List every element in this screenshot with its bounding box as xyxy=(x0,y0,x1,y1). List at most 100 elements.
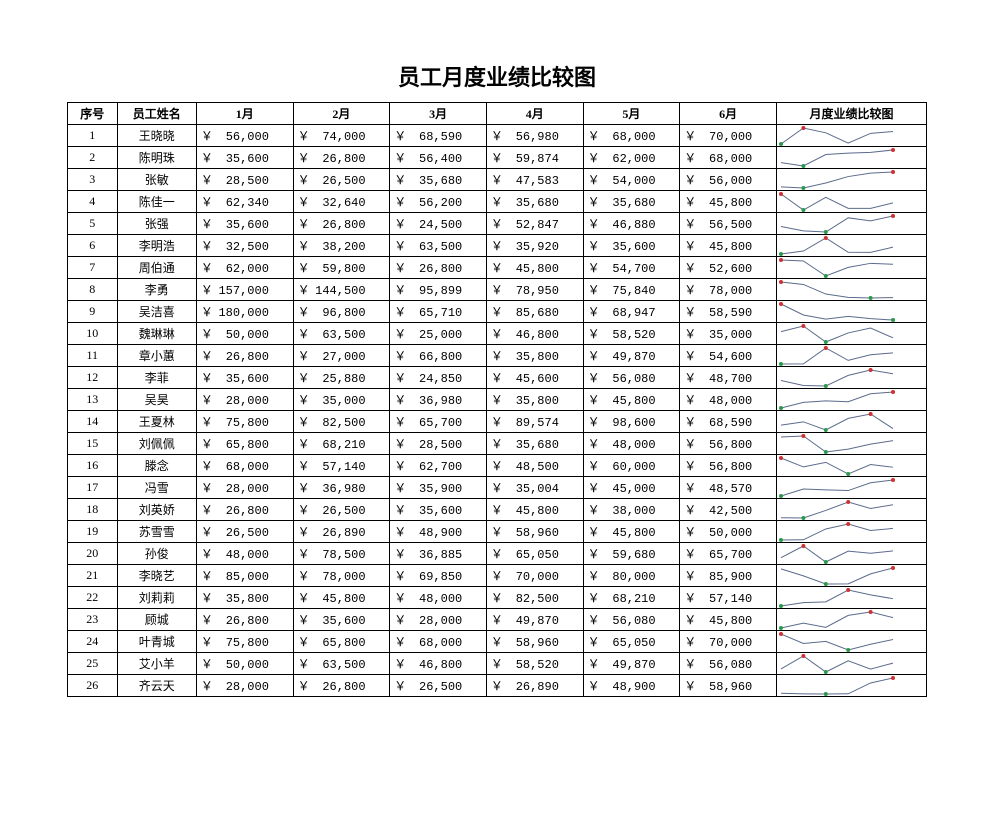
cell-index: 18 xyxy=(68,499,118,521)
cell-amount: ￥75,800 xyxy=(196,631,293,653)
table-row: 2陈明珠￥35,600￥26,800￥56,400￥59,874￥62,000￥… xyxy=(68,147,927,169)
cell-sparkline xyxy=(776,301,926,323)
cell-amount: ￥80,000 xyxy=(583,565,680,587)
cell-index: 13 xyxy=(68,389,118,411)
cell-amount: ￥24,850 xyxy=(390,367,487,389)
table-row: 23顾城￥26,800￥35,600￥28,000￥49,870￥56,080￥… xyxy=(68,609,927,631)
col-month-5: 5月 xyxy=(583,103,680,125)
cell-index: 11 xyxy=(68,345,118,367)
cell-name: 顾城 xyxy=(117,609,196,631)
cell-amount: ￥26,800 xyxy=(293,675,390,697)
cell-amount: ￥35,600 xyxy=(390,499,487,521)
cell-amount: ￥56,200 xyxy=(390,191,487,213)
cell-amount: ￥35,600 xyxy=(293,609,390,631)
cell-sparkline xyxy=(776,499,926,521)
cell-index: 25 xyxy=(68,653,118,675)
cell-amount: ￥35,680 xyxy=(583,191,680,213)
cell-amount: ￥68,947 xyxy=(583,301,680,323)
cell-index: 2 xyxy=(68,147,118,169)
cell-name: 李勇 xyxy=(117,279,196,301)
cell-amount: ￥82,500 xyxy=(293,411,390,433)
cell-amount: ￥85,680 xyxy=(486,301,583,323)
table-row: 21李晓艺￥85,000￥78,000￥69,850￥70,000￥80,000… xyxy=(68,565,927,587)
cell-index: 23 xyxy=(68,609,118,631)
cell-name: 章小蕙 xyxy=(117,345,196,367)
cell-amount: ￥65,800 xyxy=(196,433,293,455)
cell-amount: ￥35,800 xyxy=(486,345,583,367)
cell-amount: ￥58,960 xyxy=(680,675,777,697)
cell-amount: ￥62,000 xyxy=(196,257,293,279)
cell-name: 刘莉莉 xyxy=(117,587,196,609)
cell-amount: ￥38,200 xyxy=(293,235,390,257)
cell-amount: ￥54,700 xyxy=(583,257,680,279)
cell-amount: ￥65,700 xyxy=(680,543,777,565)
table-row: 14王夏林￥75,800￥82,500￥65,700￥89,574￥98,600… xyxy=(68,411,927,433)
cell-amount: ￥25,000 xyxy=(390,323,487,345)
cell-sparkline xyxy=(776,213,926,235)
cell-index: 20 xyxy=(68,543,118,565)
cell-amount: ￥28,500 xyxy=(390,433,487,455)
cell-amount: ￥78,000 xyxy=(293,565,390,587)
cell-amount: ￥65,050 xyxy=(486,543,583,565)
cell-sparkline xyxy=(776,433,926,455)
cell-amount: ￥56,080 xyxy=(680,653,777,675)
cell-amount: ￥38,000 xyxy=(583,499,680,521)
table-row: 1王晓晓￥56,000￥74,000￥68,590￥56,980￥68,000￥… xyxy=(68,125,927,147)
cell-amount: ￥68,000 xyxy=(680,147,777,169)
cell-amount: ￥46,880 xyxy=(583,213,680,235)
cell-amount: ￥144,500 xyxy=(293,279,390,301)
table-row: 7周伯通￥62,000￥59,800￥26,800￥45,800￥54,700￥… xyxy=(68,257,927,279)
table-row: 12李菲￥35,600￥25,880￥24,850￥45,600￥56,080￥… xyxy=(68,367,927,389)
cell-amount: ￥28,000 xyxy=(196,477,293,499)
table-row: 15刘佩佩￥65,800￥68,210￥28,500￥35,680￥48,000… xyxy=(68,433,927,455)
cell-name: 冯雪 xyxy=(117,477,196,499)
cell-amount: ￥65,710 xyxy=(390,301,487,323)
table-row: 5张强￥35,600￥26,800￥24,500￥52,847￥46,880￥5… xyxy=(68,213,927,235)
cell-index: 17 xyxy=(68,477,118,499)
cell-amount: ￥58,590 xyxy=(680,301,777,323)
table-row: 4陈佳一￥62,340￥32,640￥56,200￥35,680￥35,680￥… xyxy=(68,191,927,213)
cell-amount: ￥26,800 xyxy=(196,345,293,367)
cell-amount: ￥56,500 xyxy=(680,213,777,235)
cell-amount: ￥75,840 xyxy=(583,279,680,301)
cell-amount: ￥56,000 xyxy=(196,125,293,147)
cell-amount: ￥62,340 xyxy=(196,191,293,213)
cell-amount: ￥42,500 xyxy=(680,499,777,521)
cell-amount: ￥48,570 xyxy=(680,477,777,499)
col-month-6: 6月 xyxy=(680,103,777,125)
col-index: 序号 xyxy=(68,103,118,125)
cell-amount: ￥78,500 xyxy=(293,543,390,565)
cell-name: 李菲 xyxy=(117,367,196,389)
cell-name: 吴昊 xyxy=(117,389,196,411)
cell-amount: ￥35,600 xyxy=(583,235,680,257)
cell-name: 艾小羊 xyxy=(117,653,196,675)
cell-amount: ￥68,000 xyxy=(390,631,487,653)
cell-amount: ￥45,600 xyxy=(486,367,583,389)
table-row: 22刘莉莉￥35,800￥45,800￥48,000￥82,500￥68,210… xyxy=(68,587,927,609)
cell-amount: ￥56,800 xyxy=(680,433,777,455)
cell-name: 陈佳一 xyxy=(117,191,196,213)
cell-name: 孙俊 xyxy=(117,543,196,565)
cell-amount: ￥59,800 xyxy=(293,257,390,279)
col-month-3: 3月 xyxy=(390,103,487,125)
cell-amount: ￥82,500 xyxy=(486,587,583,609)
cell-amount: ￥54,000 xyxy=(583,169,680,191)
cell-index: 10 xyxy=(68,323,118,345)
cell-index: 26 xyxy=(68,675,118,697)
cell-sparkline xyxy=(776,279,926,301)
cell-amount: ￥56,400 xyxy=(390,147,487,169)
cell-amount: ￥68,590 xyxy=(680,411,777,433)
cell-amount: ￥56,980 xyxy=(486,125,583,147)
cell-amount: ￥35,800 xyxy=(196,587,293,609)
table-row: 20孙俊￥48,000￥78,500￥36,885￥65,050￥59,680￥… xyxy=(68,543,927,565)
cell-amount: ￥68,590 xyxy=(390,125,487,147)
cell-amount: ￥70,000 xyxy=(486,565,583,587)
performance-table: 序号 员工姓名 1月 2月 3月 4月 5月 6月 月度业绩比较图 1王晓晓￥5… xyxy=(67,102,927,697)
cell-amount: ￥96,800 xyxy=(293,301,390,323)
col-sparkline: 月度业绩比较图 xyxy=(776,103,926,125)
cell-amount: ￥35,900 xyxy=(390,477,487,499)
cell-sparkline xyxy=(776,147,926,169)
cell-sparkline xyxy=(776,411,926,433)
table-row: 8李勇￥157,000￥144,500￥95,899￥78,950￥75,840… xyxy=(68,279,927,301)
cell-amount: ￥69,850 xyxy=(390,565,487,587)
